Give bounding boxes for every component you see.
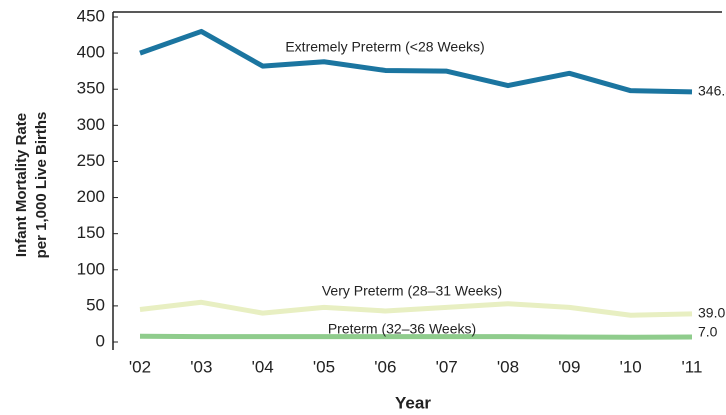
x-tick-label: '10	[620, 357, 642, 376]
x-tick-label: '02	[129, 357, 151, 376]
series-line	[139, 28, 693, 95]
y-tick-label: 450	[77, 6, 105, 25]
y-tick-label: 100	[77, 259, 105, 278]
y-axis-label: per 1,000 Live Births	[33, 112, 50, 259]
series-label: Preterm (32–36 Weeks)	[328, 321, 476, 337]
y-tick-label: 350	[77, 79, 105, 98]
x-tick-label: '09	[558, 357, 580, 376]
x-tick-label: '07	[436, 357, 458, 376]
series-label: Very Preterm (28–31 Weeks)	[322, 283, 502, 299]
x-tick-label: '08	[497, 357, 519, 376]
x-tick-label: '05	[313, 357, 335, 376]
y-tick-label: 200	[77, 187, 105, 206]
y-axis-label: Infant Mortality Rate	[13, 113, 30, 257]
y-tick-label: 150	[77, 223, 105, 242]
series-label: Extremely Preterm (<28 Weeks)	[285, 39, 484, 55]
y-tick-label: 0	[96, 331, 105, 350]
value-label: 346.3	[698, 83, 726, 99]
y-tick-label: 50	[86, 295, 105, 314]
y-tick-label: 400	[77, 43, 105, 62]
x-axis-label: Year	[395, 393, 431, 412]
series-line	[139, 333, 693, 340]
x-tick-label: '04	[252, 357, 274, 376]
y-tick-label: 300	[77, 115, 105, 134]
x-tick-label: '11	[682, 357, 703, 376]
x-tick-label: '03	[190, 357, 212, 376]
x-tick-label: '06	[374, 357, 396, 376]
value-label: 39.0	[698, 305, 725, 321]
series-line	[139, 299, 693, 318]
value-label: 7.0	[698, 324, 718, 340]
y-tick-label: 250	[77, 151, 105, 170]
